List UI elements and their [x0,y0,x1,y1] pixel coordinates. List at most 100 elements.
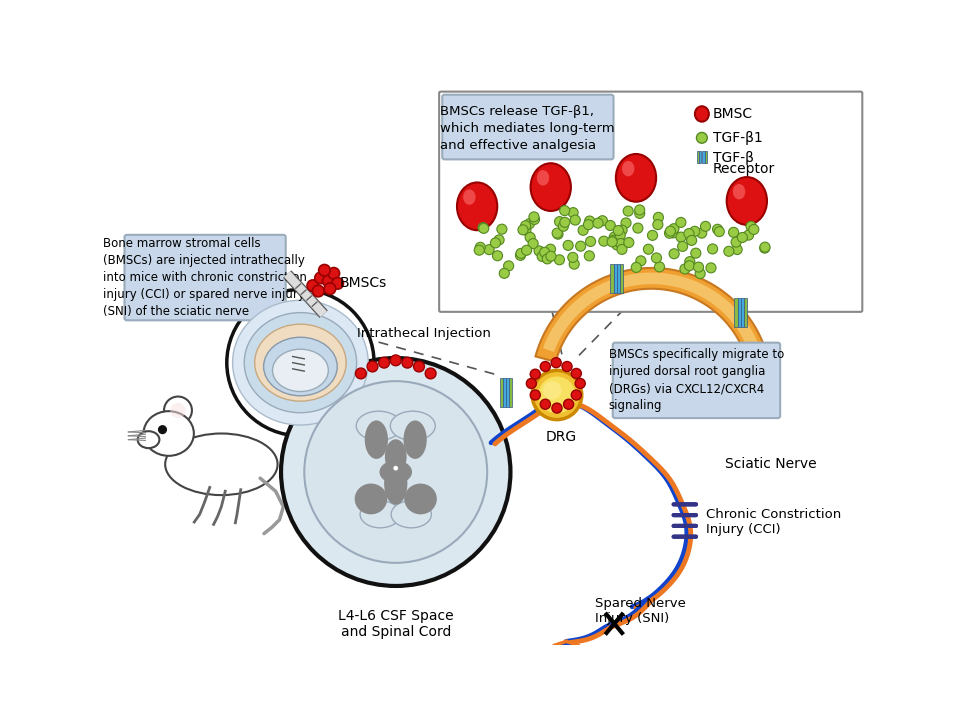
Circle shape [749,225,758,234]
Ellipse shape [622,161,634,176]
Bar [509,378,512,407]
Circle shape [559,221,568,231]
Circle shape [665,226,676,236]
Circle shape [631,262,642,273]
Circle shape [524,219,535,228]
Circle shape [526,378,537,389]
Circle shape [652,220,663,230]
Circle shape [478,223,488,233]
Circle shape [569,259,579,269]
Circle shape [552,403,562,413]
Circle shape [599,236,609,247]
Circle shape [521,245,532,255]
Circle shape [545,244,556,254]
Ellipse shape [138,431,159,448]
Circle shape [479,223,489,233]
Circle shape [644,244,653,254]
Circle shape [724,247,734,257]
Circle shape [494,235,504,245]
Text: Intrathecal Injection: Intrathecal Injection [357,327,491,340]
FancyBboxPatch shape [124,235,286,320]
Circle shape [490,238,501,248]
Circle shape [528,239,538,249]
Circle shape [585,251,594,261]
Circle shape [530,369,540,379]
Circle shape [530,390,540,400]
Circle shape [322,276,334,287]
Text: BMSC: BMSC [713,107,753,121]
Circle shape [553,229,563,239]
Text: TGF-β: TGF-β [713,151,754,165]
Ellipse shape [531,163,571,211]
Ellipse shape [537,170,549,186]
Circle shape [669,249,679,259]
Bar [697,151,700,163]
Ellipse shape [384,463,407,505]
Circle shape [492,251,503,261]
Bar [500,378,503,407]
Bar [506,378,509,407]
Circle shape [516,249,526,258]
Circle shape [684,228,694,239]
Circle shape [402,357,413,368]
Circle shape [515,250,526,260]
Circle shape [567,252,578,262]
Circle shape [690,226,700,236]
Circle shape [676,218,686,228]
Circle shape [651,253,662,263]
Circle shape [593,218,603,228]
Circle shape [584,220,593,230]
Circle shape [620,218,631,228]
Circle shape [571,368,581,378]
Circle shape [497,224,507,234]
Text: BMSCs: BMSCs [340,276,387,290]
Circle shape [570,215,580,225]
Circle shape [414,361,425,372]
Circle shape [564,399,573,409]
Ellipse shape [255,324,346,401]
Circle shape [746,221,757,231]
Circle shape [318,265,330,276]
Circle shape [575,241,586,251]
Circle shape [328,268,340,279]
Circle shape [585,216,594,226]
Circle shape [714,227,725,236]
Circle shape [520,220,531,231]
Circle shape [555,217,565,227]
Polygon shape [536,268,767,362]
Circle shape [623,206,633,216]
Ellipse shape [695,107,709,122]
Bar [734,298,737,327]
Circle shape [680,264,690,274]
Circle shape [304,381,487,563]
Circle shape [546,252,556,261]
Circle shape [568,207,578,218]
Circle shape [685,257,695,267]
Circle shape [617,225,627,235]
Circle shape [281,358,510,586]
FancyBboxPatch shape [439,91,863,312]
Circle shape [586,236,595,247]
Circle shape [701,221,710,231]
Circle shape [543,381,562,399]
Circle shape [605,220,616,231]
Circle shape [564,241,573,250]
Circle shape [355,368,367,379]
Circle shape [571,390,581,400]
Ellipse shape [144,411,194,456]
Ellipse shape [403,420,427,459]
Text: Sciatic Nerve: Sciatic Nerve [725,457,816,471]
Circle shape [608,236,619,245]
Circle shape [521,225,531,235]
Ellipse shape [457,183,497,231]
Circle shape [484,244,494,254]
Text: L4-L6 CSF Space
and Spinal Cord: L4-L6 CSF Space and Spinal Cord [338,609,454,639]
Circle shape [525,232,536,242]
Circle shape [540,362,550,371]
Circle shape [695,268,705,278]
Circle shape [668,228,678,238]
Circle shape [654,262,665,272]
Circle shape [170,402,185,418]
Circle shape [635,208,645,218]
Ellipse shape [263,337,337,396]
